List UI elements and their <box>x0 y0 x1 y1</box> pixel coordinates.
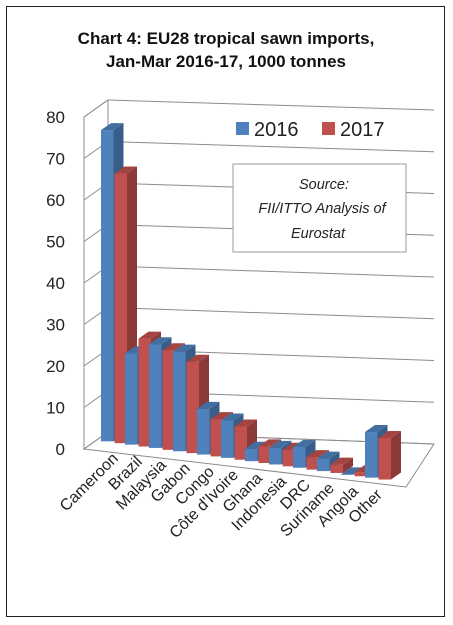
back-gridline <box>107 265 435 278</box>
y-tick-label: 80 <box>46 108 65 127</box>
y-tick-label: 20 <box>46 357 65 376</box>
legend-label-2016: 2016 <box>254 119 299 141</box>
legend-swatch-2016 <box>236 122 249 135</box>
y-tick-label: 10 <box>46 399 65 418</box>
back-gridline <box>107 141 435 153</box>
source-line-3: Eurostat <box>291 226 346 242</box>
source-line-2: FII/ITTO Analysis of <box>258 201 387 217</box>
y-tick-label: 60 <box>46 191 65 210</box>
bar-2016-angola <box>341 467 364 475</box>
legend-label-2017: 2017 <box>340 119 385 141</box>
bar-2017-other <box>378 431 401 480</box>
y-tick-label: 40 <box>46 274 65 293</box>
source-annotation-box <box>232 163 407 253</box>
y-tick-label: 50 <box>46 233 65 252</box>
bar-2017-suriname <box>330 457 353 473</box>
back-gridline <box>107 307 435 320</box>
legend-swatch-2017 <box>322 122 335 135</box>
chart-title-line-2: Jan-Mar 2016-17, 1000 tonnes <box>106 52 346 71</box>
y-tick-label: 0 <box>56 440 65 459</box>
side-gridline <box>83 99 109 118</box>
source-line-1: Source: <box>299 177 349 193</box>
y-tick-label: 30 <box>46 316 65 335</box>
y-tick-label: 70 <box>46 150 65 169</box>
back-gridline <box>107 99 435 111</box>
chart-title-line-1: Chart 4: EU28 tropical sawn imports, <box>78 29 375 48</box>
